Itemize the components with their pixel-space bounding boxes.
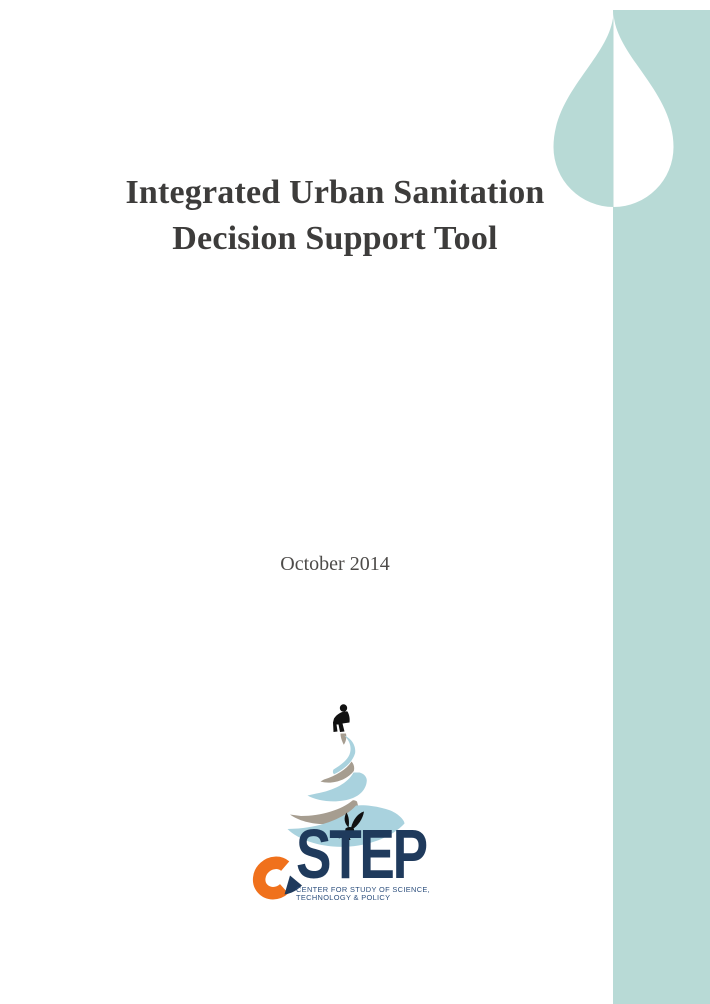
publication-date: October 2014 bbox=[280, 553, 390, 575]
logo-wordmark: STEP bbox=[296, 815, 428, 893]
spiral-ribbon-icon bbox=[287, 733, 405, 847]
side-band bbox=[613, 10, 710, 1004]
logo-swoosh-wedge bbox=[284, 875, 302, 895]
logo-tagline: CENTER FOR STUDY OF SCIENCE, TECHNOLOGY … bbox=[296, 886, 430, 902]
seated-person-icon bbox=[333, 704, 350, 732]
title-line-1: Integrated Urban Sanitation bbox=[125, 174, 545, 211]
letter-c-mark-icon bbox=[252, 856, 302, 900]
page-title: Integrated Urban Sanitation Decision Sup… bbox=[57, 170, 613, 262]
bird-icon bbox=[338, 811, 364, 840]
cstep-logo-graphic bbox=[252, 704, 405, 900]
title-line-2: Decision Support Tool bbox=[172, 220, 498, 257]
logo-tagline-line-1: CENTER FOR STUDY OF SCIENCE, bbox=[296, 885, 431, 894]
logo-tagline-line-2: TECHNOLOGY & POLICY bbox=[296, 893, 391, 902]
cstep-logo: STEP CENTER FOR STUDY OF SCIENCE, TECHNO… bbox=[250, 698, 430, 910]
